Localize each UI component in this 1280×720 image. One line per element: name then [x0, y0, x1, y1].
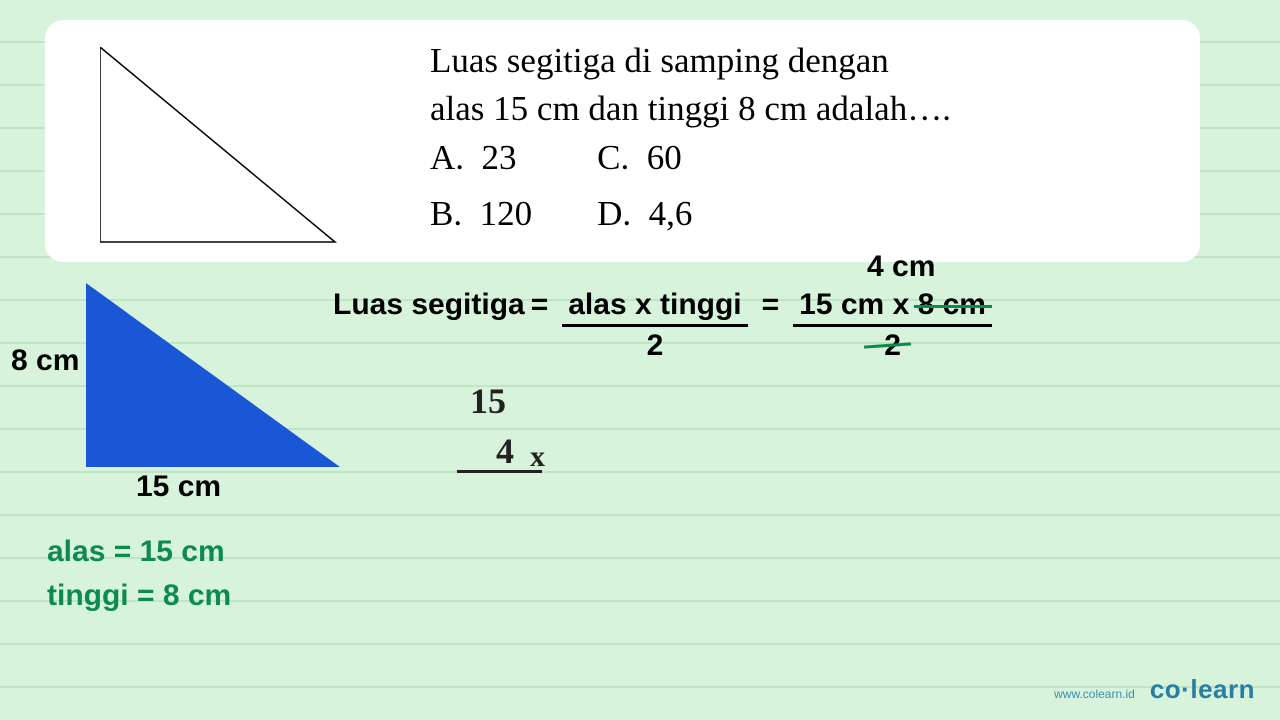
- formula-lhs: Luas segitiga: [333, 288, 525, 322]
- handwritten-x: x: [530, 440, 545, 474]
- frac-num-1: alas x tinggi: [562, 288, 747, 327]
- equals-1: =: [531, 288, 549, 322]
- height-label: 8 cm: [11, 344, 79, 378]
- footer: www.colearn.id co·learn: [1054, 674, 1255, 705]
- area-formula: Luas segitiga = alas x tinggi 2 = 15 cm …: [333, 288, 1000, 363]
- fraction-calc: 15 cm x 8 cm 2: [793, 288, 992, 363]
- options-col-1: A. 23 B. 120: [430, 134, 532, 247]
- triangle-outline-icon: [100, 47, 350, 257]
- question-triangle-container: [70, 32, 390, 250]
- options-col-2: C. 60 D. 4,6: [597, 134, 692, 247]
- option-b: B. 120: [430, 190, 532, 238]
- given-alas: alas = 15 cm: [47, 530, 231, 574]
- given-values: alas = 15 cm tinggi = 8 cm: [47, 530, 231, 617]
- handwritten-4: 4: [496, 430, 514, 472]
- frac-den-2: 2: [793, 327, 992, 363]
- question-card: Luas segitiga di samping dengan alas 15 …: [45, 20, 1200, 262]
- frac-num-2: 15 cm x 8 cm: [793, 288, 992, 327]
- given-tinggi: tinggi = 8 cm: [47, 574, 231, 618]
- blue-triangle-icon: [86, 283, 346, 473]
- prompt-line-1: Luas segitiga di samping dengan: [430, 37, 1175, 85]
- struck-8cm: 8 cm: [918, 288, 986, 321]
- base-label: 15 cm: [136, 470, 221, 504]
- option-a: A. 23: [430, 134, 532, 182]
- reduced-value: 4 cm: [867, 250, 935, 284]
- handwritten-15: 15: [470, 380, 506, 422]
- option-c: C. 60: [597, 134, 692, 182]
- fraction-formula: alas x tinggi 2: [562, 288, 747, 363]
- footer-url: www.colearn.id: [1054, 687, 1135, 701]
- equals-2: =: [762, 288, 780, 322]
- options-row: A. 23 B. 120 C. 60 D. 4,6: [430, 134, 1175, 247]
- frac-den-1: 2: [562, 327, 747, 363]
- prompt-line-2: alas 15 cm dan tinggi 8 cm adalah….: [430, 85, 1175, 133]
- option-d: D. 4,6: [597, 190, 692, 238]
- question-text: Luas segitiga di samping dengan alas 15 …: [390, 32, 1175, 250]
- multiplication-line: [457, 470, 542, 473]
- footer-brand: co·learn: [1150, 674, 1255, 705]
